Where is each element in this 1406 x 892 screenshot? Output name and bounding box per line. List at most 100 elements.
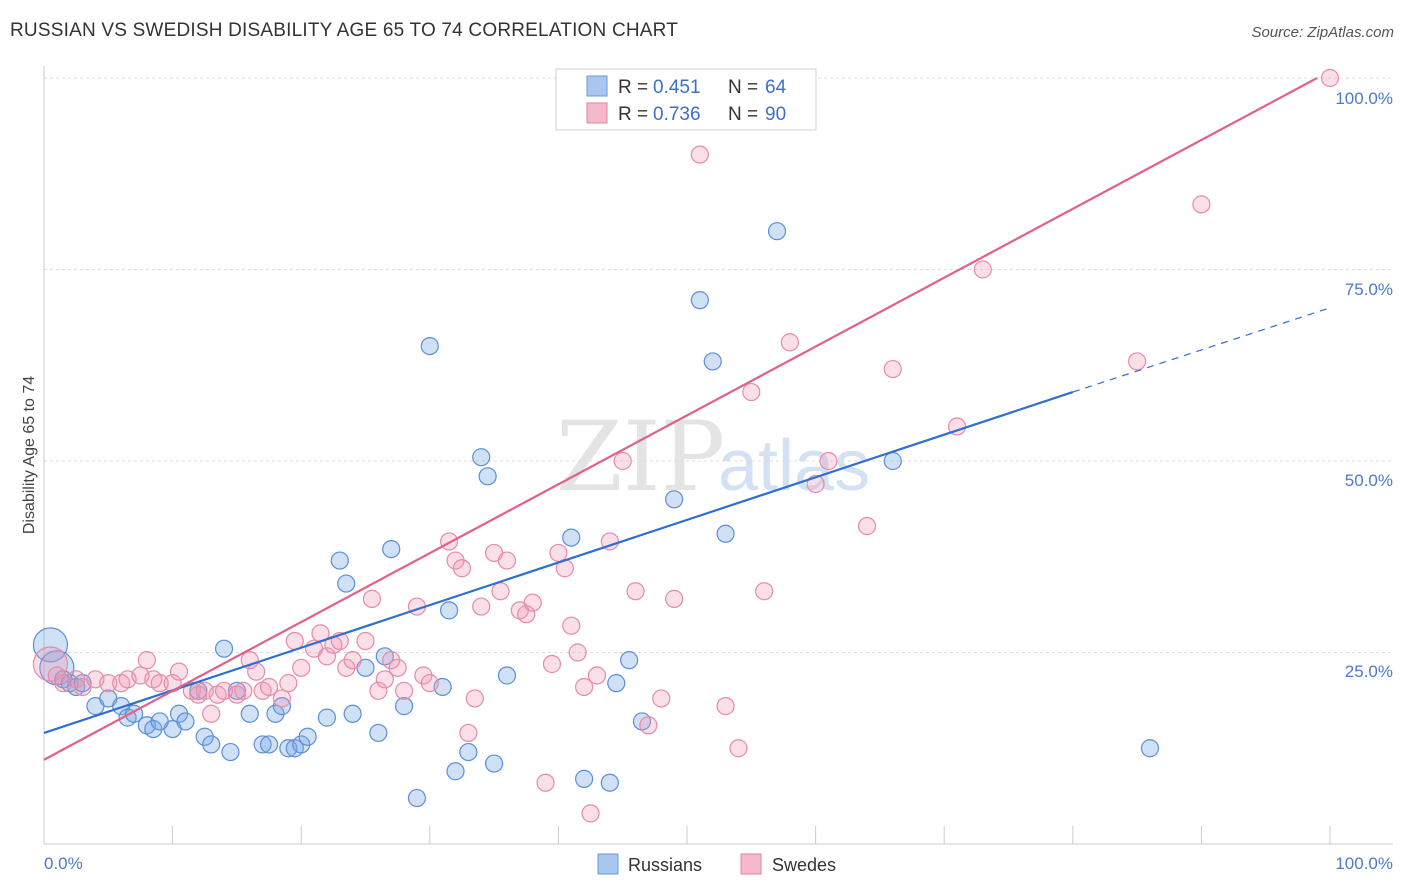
swedes-point-70: [613, 451, 632, 471]
russians-point-20: [214, 639, 234, 658]
russians-point-16: [176, 712, 195, 731]
swedes-point-40: [369, 681, 388, 700]
y-axis-label: Disability Age 65 to 74: [21, 376, 38, 534]
russians-point-41: [407, 788, 427, 808]
russians-point-60: [716, 524, 735, 543]
swedes-point-33: [317, 647, 337, 666]
swedes-point-30: [292, 658, 311, 677]
legend-n-value-swedes: 90: [765, 104, 786, 125]
series-legend: Russians Swedes: [597, 853, 836, 875]
russians-point-57: [665, 490, 684, 509]
swedes-point-44: [394, 681, 414, 700]
legend-r-label-russians: R =: [618, 77, 648, 98]
swedes-point-55: [491, 582, 510, 601]
swedes-point-10: [137, 651, 156, 670]
legend-r-value-russians: 0.451: [653, 77, 701, 98]
swedes-point-60: [536, 773, 555, 792]
swedes-point-74: [665, 589, 684, 608]
swedes-point-66: [575, 677, 594, 697]
legend-n-label-swedes: N =: [728, 104, 758, 125]
russians-point-51: [562, 528, 581, 547]
y-tick-label-50: 50.0%: [1345, 471, 1393, 490]
swedes-point-62: [549, 543, 568, 563]
swedes-point-56: [497, 551, 517, 570]
swedes-point-73: [652, 689, 671, 708]
russians-point-52: [575, 769, 594, 788]
russians-point-22: [227, 681, 246, 700]
swedes-point-51: [459, 723, 478, 743]
russians-point-33: [330, 551, 349, 570]
russians-point-34: [337, 574, 356, 593]
russians-point-32: [317, 708, 337, 727]
swedes-point-84: [883, 359, 902, 379]
x-tick-label-100: 100.0%: [1335, 854, 1393, 873]
swedes-point-12: [150, 674, 169, 693]
russians-point-47: [472, 448, 491, 467]
swedes-point-88: [1192, 195, 1211, 214]
russians-point-35: [343, 704, 362, 723]
watermark-zip: ZIP: [556, 401, 725, 513]
russians-point-24: [253, 735, 272, 754]
swedes-point-6: [99, 674, 118, 693]
swedes-point-59: [523, 593, 542, 612]
swedes-point-83: [857, 517, 877, 536]
russians-point-45: [446, 762, 465, 781]
stats-legend: R = 0.451 N = 64 R = 0.736 N = 90: [555, 68, 817, 131]
chart-title: RUSSIAN VS SWEDISH DISABILITY AGE 65 TO …: [10, 20, 679, 41]
russians-point-0: [32, 627, 69, 663]
swedes-point-64: [562, 616, 581, 635]
russians-point-58: [690, 291, 709, 310]
source-attribution: Source: ZipAtlas.com: [1251, 24, 1394, 41]
legend-n-value-russians: 64: [765, 77, 787, 98]
bottom-legend-label-russians: Russians: [628, 855, 702, 875]
swedes-point-52: [465, 689, 484, 708]
russians-point-61: [767, 222, 787, 241]
swedes-point-27: [272, 689, 292, 708]
swedes-point-58: [517, 605, 536, 624]
swedes-point-26: [259, 677, 279, 697]
legend-r-label-swedes: R =: [618, 104, 648, 125]
swedes-point-65: [568, 643, 587, 662]
russians-point-49: [485, 754, 504, 773]
swedes-trend-line: [43, 77, 1318, 761]
swedes-point-14: [169, 662, 189, 681]
swedes-point-77: [729, 739, 748, 758]
russians-point-54: [607, 674, 626, 693]
swedes-point-75: [690, 145, 709, 164]
russians-point-53: [600, 773, 619, 792]
russians-point-48: [478, 467, 497, 486]
russians-point-37: [369, 723, 388, 743]
swedes-point-72: [639, 716, 658, 735]
swedes-point-41: [375, 670, 394, 689]
russians-point-40: [394, 697, 414, 716]
russians-point-63: [1140, 739, 1160, 758]
russians-point-50: [497, 666, 517, 685]
swedes-point-78: [742, 382, 761, 402]
y-tick-label-25: 25.0%: [1345, 662, 1393, 681]
russians-point-27: [272, 697, 292, 716]
russians-point-62: [883, 451, 902, 471]
legend-r-value-swedes: 0.736: [653, 104, 701, 125]
x-tick-label-0: 0.0%: [44, 854, 83, 873]
swedes-point-38: [356, 631, 375, 651]
y-tick-label-100: 100.0%: [1335, 89, 1393, 108]
russians-point-55: [620, 651, 639, 670]
swedes-point-71: [626, 582, 645, 601]
swedes-point-37: [343, 651, 362, 670]
bottom-legend-label-swedes: Swedes: [772, 855, 836, 875]
swedes-point-67: [581, 804, 600, 823]
swedes-point-61: [542, 654, 562, 674]
swedes-point-53: [472, 597, 491, 616]
swedes-point-69: [600, 532, 619, 551]
swedes-point-68: [587, 666, 607, 685]
swedes-point-22: [234, 681, 253, 700]
russians-point-39: [382, 539, 401, 559]
swedes-point-79: [755, 582, 774, 601]
russians-trend-extension: [1072, 307, 1331, 393]
russians-point-21: [221, 742, 240, 762]
swedes-point-86: [973, 260, 992, 279]
russians-point-44: [439, 601, 459, 620]
swedes-point-76: [716, 697, 735, 716]
swedes-point-80: [780, 333, 799, 352]
